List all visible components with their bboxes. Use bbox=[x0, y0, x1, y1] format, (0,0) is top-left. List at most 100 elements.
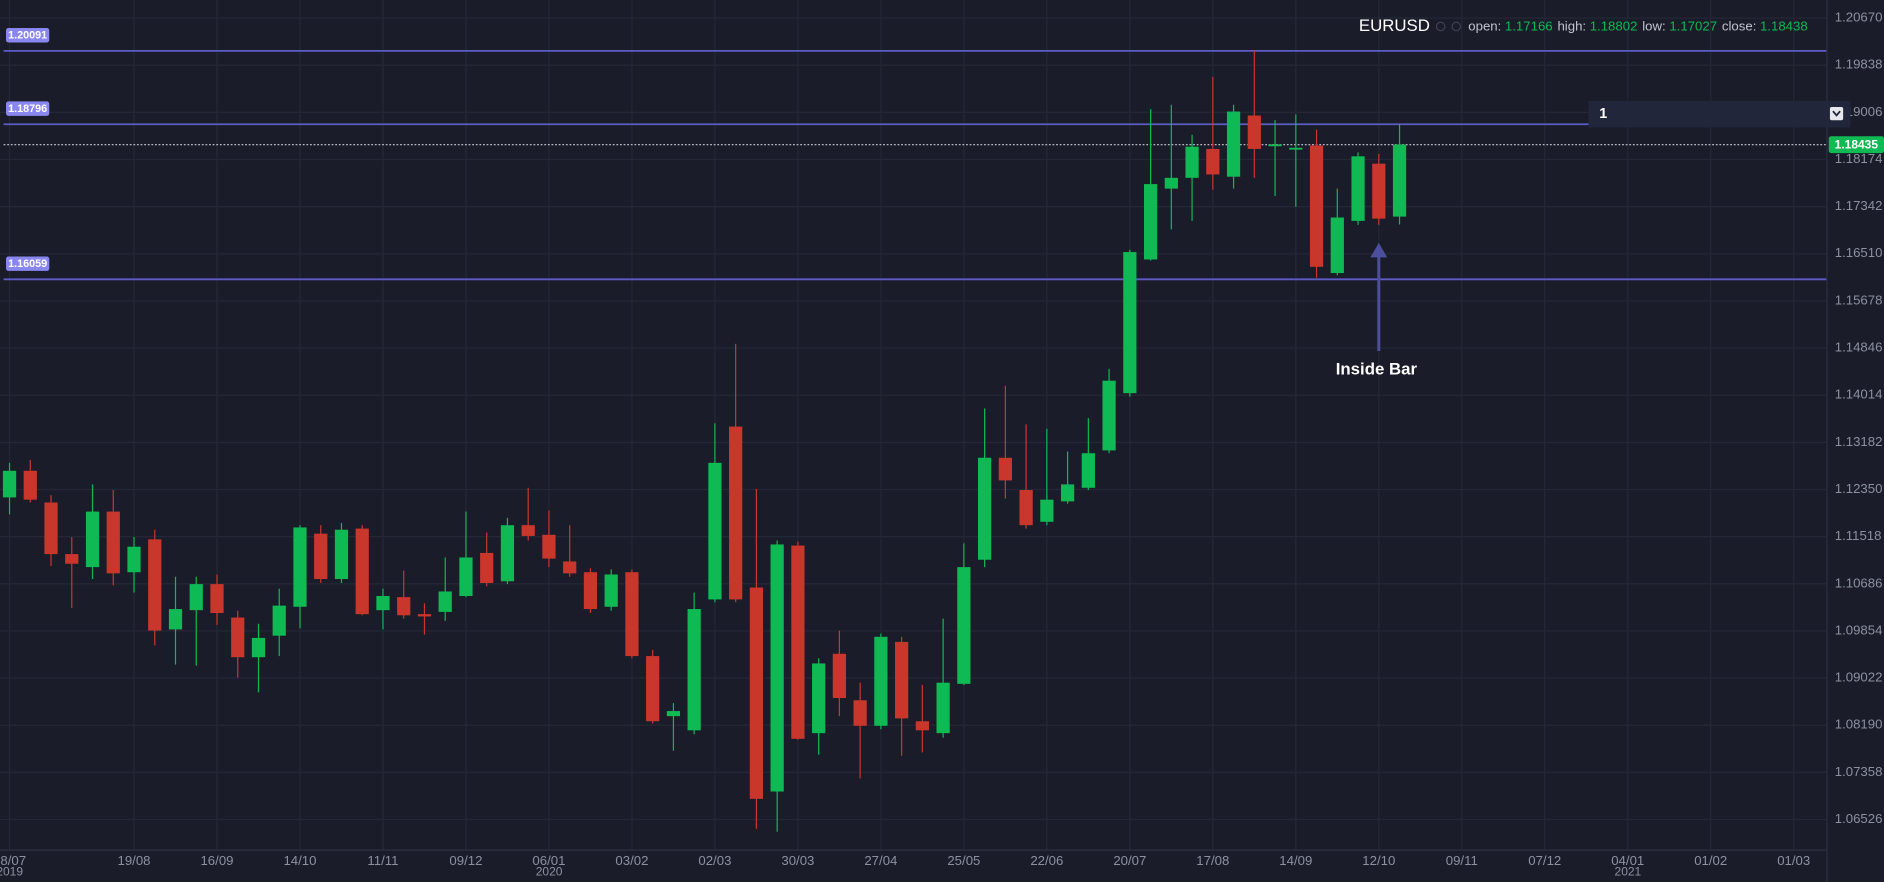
candle-body bbox=[521, 525, 535, 536]
candle-body bbox=[1289, 147, 1303, 150]
candle-body bbox=[1309, 145, 1324, 267]
y-tick-label: 1.11518 bbox=[1835, 528, 1882, 543]
candle-body bbox=[1351, 156, 1365, 221]
candle-body bbox=[583, 572, 598, 610]
y-tick-label: 1.07358 bbox=[1835, 764, 1883, 779]
settings-icon[interactable] bbox=[1451, 21, 1462, 32]
visibility-icon[interactable] bbox=[1435, 21, 1446, 32]
candle-body bbox=[106, 511, 120, 574]
candle-body bbox=[1164, 177, 1178, 189]
x-tick-label: 02/03 bbox=[698, 853, 731, 868]
last-price-label: 1.18435 bbox=[1835, 137, 1879, 151]
candle-body bbox=[708, 462, 722, 600]
candle-body bbox=[272, 605, 286, 636]
x-tick-label: 11/11 bbox=[367, 853, 398, 868]
candle-body bbox=[210, 584, 224, 614]
input-value[interactable]: 1 bbox=[1599, 106, 1607, 122]
y-tick-label: 1.06526 bbox=[1835, 811, 1883, 826]
x-tick-label: 20/07 bbox=[1113, 853, 1146, 868]
y-tick-label: 1.20670 bbox=[1835, 10, 1883, 25]
candles bbox=[2, 50, 1407, 832]
candle-body bbox=[500, 525, 515, 582]
candle-body bbox=[1392, 144, 1407, 217]
candle-body bbox=[459, 557, 473, 597]
candle-body bbox=[853, 700, 867, 726]
x-tick-label: 01/02 bbox=[1694, 853, 1727, 868]
candle-body bbox=[1247, 115, 1261, 149]
candle-body bbox=[604, 574, 618, 607]
candle-body bbox=[812, 663, 826, 734]
x-tick-label: 07/12 bbox=[1528, 853, 1561, 868]
input-dropdown[interactable] bbox=[1829, 106, 1844, 121]
candle-body bbox=[978, 457, 992, 560]
x-tick-label: 06/01 bbox=[532, 853, 565, 868]
axes: 1.206701.198381.190061.181741.173421.165… bbox=[0, 10, 1884, 879]
candle-body bbox=[1268, 144, 1282, 147]
candle-body bbox=[231, 617, 245, 658]
y-tick-label: 1.17342 bbox=[1835, 198, 1883, 213]
candle-body bbox=[749, 587, 764, 799]
candle-body bbox=[1060, 484, 1075, 502]
ohlc-label: close: bbox=[1722, 19, 1757, 34]
candle-body bbox=[666, 711, 681, 717]
candle-body bbox=[957, 567, 971, 684]
candle-body bbox=[438, 591, 452, 612]
ohlc-label: open: bbox=[1468, 19, 1501, 34]
x-tick-label: 14/10 bbox=[283, 853, 316, 868]
candle-body bbox=[2, 470, 17, 498]
candle-body bbox=[1081, 453, 1095, 488]
candle-body bbox=[355, 528, 369, 615]
y-tick-label: 1.10686 bbox=[1835, 575, 1883, 590]
ohlc-value: 1.17166 bbox=[1505, 19, 1553, 34]
candle-body bbox=[729, 426, 743, 600]
candle-body bbox=[1226, 111, 1241, 177]
y-tick-label: 1.13182 bbox=[1835, 434, 1883, 449]
x-tick-label: 16/09 bbox=[200, 853, 233, 868]
y-tick-label: 1.14014 bbox=[1835, 387, 1883, 402]
x-tick-label: 14/09 bbox=[1279, 853, 1312, 868]
x-tick-label: 09/12 bbox=[449, 853, 482, 868]
y-tick-label: 1.14846 bbox=[1835, 340, 1883, 355]
ohlc-label: low: bbox=[1642, 19, 1665, 34]
levels: 1.20091 1.18796 1.16059 bbox=[3, 28, 1827, 281]
level-label-box bbox=[6, 256, 50, 271]
candle-body bbox=[874, 636, 888, 726]
y-tick-label: 1.15678 bbox=[1835, 292, 1883, 307]
y-tick-label: 1.19838 bbox=[1835, 57, 1883, 72]
candle-body bbox=[1019, 490, 1033, 526]
candle-body bbox=[895, 641, 909, 719]
candle-body bbox=[293, 527, 307, 607]
x-tick-label: 25/05 bbox=[947, 853, 980, 868]
input-box[interactable] bbox=[1588, 100, 1851, 128]
candle-body bbox=[189, 584, 203, 611]
x-tick-label: 30/03 bbox=[781, 853, 814, 868]
candle-body bbox=[1330, 217, 1344, 274]
x-year-label: 2020 bbox=[536, 865, 563, 879]
ohlc-value: 1.17027 bbox=[1669, 19, 1717, 34]
candle-body bbox=[480, 552, 494, 583]
level-label: 1.18796 bbox=[8, 103, 47, 115]
candle-body bbox=[1372, 163, 1386, 219]
candle-body bbox=[1143, 184, 1158, 260]
y-tick-label: 1.18174 bbox=[1835, 151, 1883, 166]
candle-body bbox=[625, 572, 639, 657]
candle-body bbox=[791, 545, 805, 739]
y-tick-label: 1.16510 bbox=[1835, 245, 1883, 260]
candle-body bbox=[376, 596, 390, 611]
candle-body bbox=[563, 561, 577, 574]
symbol-title: EURUSD bbox=[1359, 16, 1430, 35]
candle-body bbox=[127, 546, 141, 573]
candle-body bbox=[65, 554, 79, 564]
candle-body bbox=[998, 457, 1012, 481]
candle-body bbox=[251, 637, 266, 658]
candle-body bbox=[646, 656, 660, 722]
candle-body bbox=[148, 539, 162, 631]
candle-body bbox=[417, 614, 432, 617]
candle-body bbox=[1123, 252, 1137, 394]
x-tick-label: 27/04 bbox=[864, 853, 897, 868]
x-tick-label: 17/08 bbox=[1196, 853, 1229, 868]
ohlc-legend: open: 1.17166 high: 1.18802 low: 1.17027 close… bbox=[1468, 19, 1807, 34]
